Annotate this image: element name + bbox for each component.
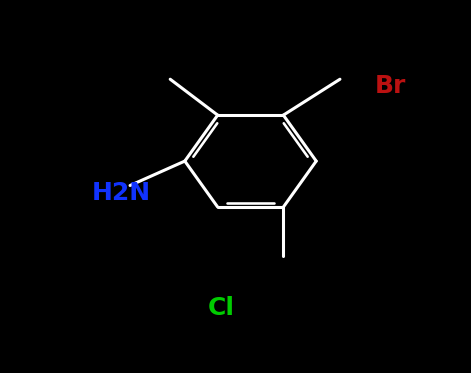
Text: Cl: Cl (208, 296, 235, 320)
Text: Br: Br (374, 74, 406, 98)
Text: H2N: H2N (92, 181, 151, 205)
